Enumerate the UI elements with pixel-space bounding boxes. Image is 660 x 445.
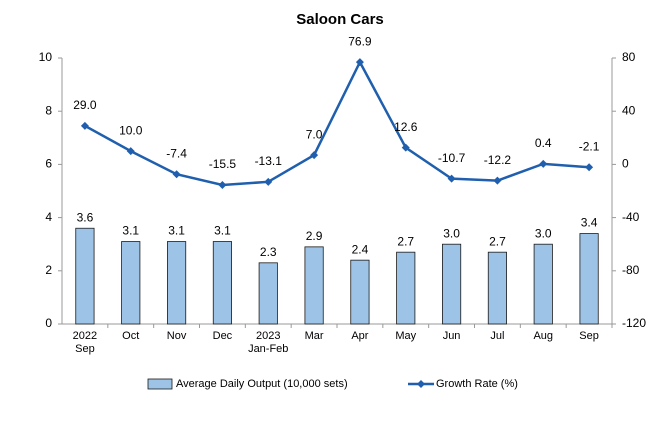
bar <box>487 251 507 325</box>
legend-label: Average Daily Output (10,000 sets) <box>176 378 348 390</box>
x-tick-label: Jul <box>490 330 505 342</box>
y-tick-label: 2 <box>45 263 52 277</box>
bar-label: 3.0 <box>443 226 460 240</box>
line-marker <box>264 177 273 186</box>
bar <box>396 251 416 325</box>
chart-title: Saloon Cars <box>296 11 384 28</box>
x-tick-wrap: Nov <box>166 330 187 342</box>
line-marker <box>539 159 548 168</box>
bar <box>304 246 324 325</box>
line-marker <box>126 147 135 156</box>
line-label: 7.0 <box>306 127 323 141</box>
line-label: 29.0 <box>73 98 97 112</box>
x-tick-wrap: May <box>395 330 417 342</box>
bar-label: 2.3 <box>260 245 277 259</box>
line-label: 0.4 <box>535 136 552 150</box>
bar <box>75 227 95 325</box>
bar-label: 3.6 <box>77 210 94 224</box>
x-tick-wrap: Oct <box>122 330 140 342</box>
line-marker <box>218 181 227 190</box>
bar-label: 3.1 <box>122 224 139 238</box>
y2-tick-label: 80 <box>622 50 636 64</box>
line-label: -13.1 <box>255 154 283 168</box>
bar-label: 2.9 <box>306 229 323 243</box>
line-label: 10.0 <box>119 123 143 137</box>
x-tick-wrap: Apr <box>351 330 369 342</box>
bar-label: 2.7 <box>397 234 414 248</box>
y2-tick-label: -80 <box>622 263 640 277</box>
bar <box>167 241 187 325</box>
line-marker <box>493 176 502 185</box>
bar-label: 2.4 <box>352 242 369 256</box>
x-tick-label: Dec <box>212 330 233 342</box>
x-tick-label: Apr <box>351 330 369 342</box>
y2-tick-label: -120 <box>622 316 646 330</box>
bar-label: 3.4 <box>581 216 598 230</box>
line-label: -2.1 <box>579 139 600 153</box>
bar <box>121 241 141 325</box>
x-tick-label: Jun <box>442 330 461 342</box>
y-tick-label: 8 <box>45 103 52 117</box>
bar <box>350 259 370 325</box>
bar-label: 3.1 <box>214 224 231 238</box>
x-tick-label: 2022 Sep <box>72 330 98 355</box>
x-tick-wrap: Jul <box>490 330 505 342</box>
x-tick-wrap: Jun <box>442 330 461 342</box>
bar <box>258 262 278 325</box>
x-tick-wrap: 2022 Sep <box>72 330 98 355</box>
x-tick-label: Mar <box>304 330 324 342</box>
line-label: -15.5 <box>209 157 237 171</box>
bar <box>533 243 553 325</box>
bar <box>442 243 462 325</box>
line-marker <box>80 121 89 130</box>
x-tick-wrap: Sep <box>579 330 599 342</box>
line-marker <box>310 151 319 160</box>
x-tick-label: Sep <box>579 330 599 342</box>
x-tick-label: Oct <box>122 330 140 342</box>
x-tick-wrap: Dec <box>212 330 233 342</box>
y2-tick-label: -40 <box>622 210 640 224</box>
line-marker <box>447 174 456 183</box>
line-label: -10.7 <box>438 151 466 165</box>
bar-label: 2.7 <box>489 234 506 248</box>
x-tick-wrap: Aug <box>533 330 554 342</box>
bar-label: 3.0 <box>535 226 552 240</box>
y-tick-label: 4 <box>45 210 52 224</box>
x-tick-label: Aug <box>533 330 554 342</box>
line-marker <box>172 170 181 179</box>
line-label: -7.4 <box>166 146 187 160</box>
y-tick-label: 6 <box>45 157 52 171</box>
line-marker <box>401 143 410 152</box>
x-tick-label: May <box>395 330 417 342</box>
line-marker <box>355 58 364 67</box>
y2-tick-label: 40 <box>622 103 636 117</box>
y2-tick-label: 0 <box>622 157 629 171</box>
line <box>84 59 590 187</box>
legend-marker <box>417 380 425 388</box>
bar <box>579 233 599 325</box>
legend-label: Growth Rate (%) <box>436 378 518 390</box>
y-tick-label: 10 <box>39 50 53 64</box>
y-tick-label: 0 <box>45 316 52 330</box>
x-tick-label: Nov <box>166 330 187 342</box>
legend-swatch <box>147 378 173 390</box>
line-label: -12.2 <box>484 153 512 167</box>
line-marker <box>585 163 594 172</box>
bar-label: 3.1 <box>168 224 185 238</box>
x-tick-label: 2023 Jan-Feb <box>248 330 289 355</box>
x-tick-wrap: Mar <box>304 330 324 342</box>
line-label: 12.6 <box>394 120 418 134</box>
line-label: 76.9 <box>348 34 372 48</box>
bar <box>212 241 232 325</box>
x-tick-wrap: 2023 Jan-Feb <box>248 330 289 355</box>
